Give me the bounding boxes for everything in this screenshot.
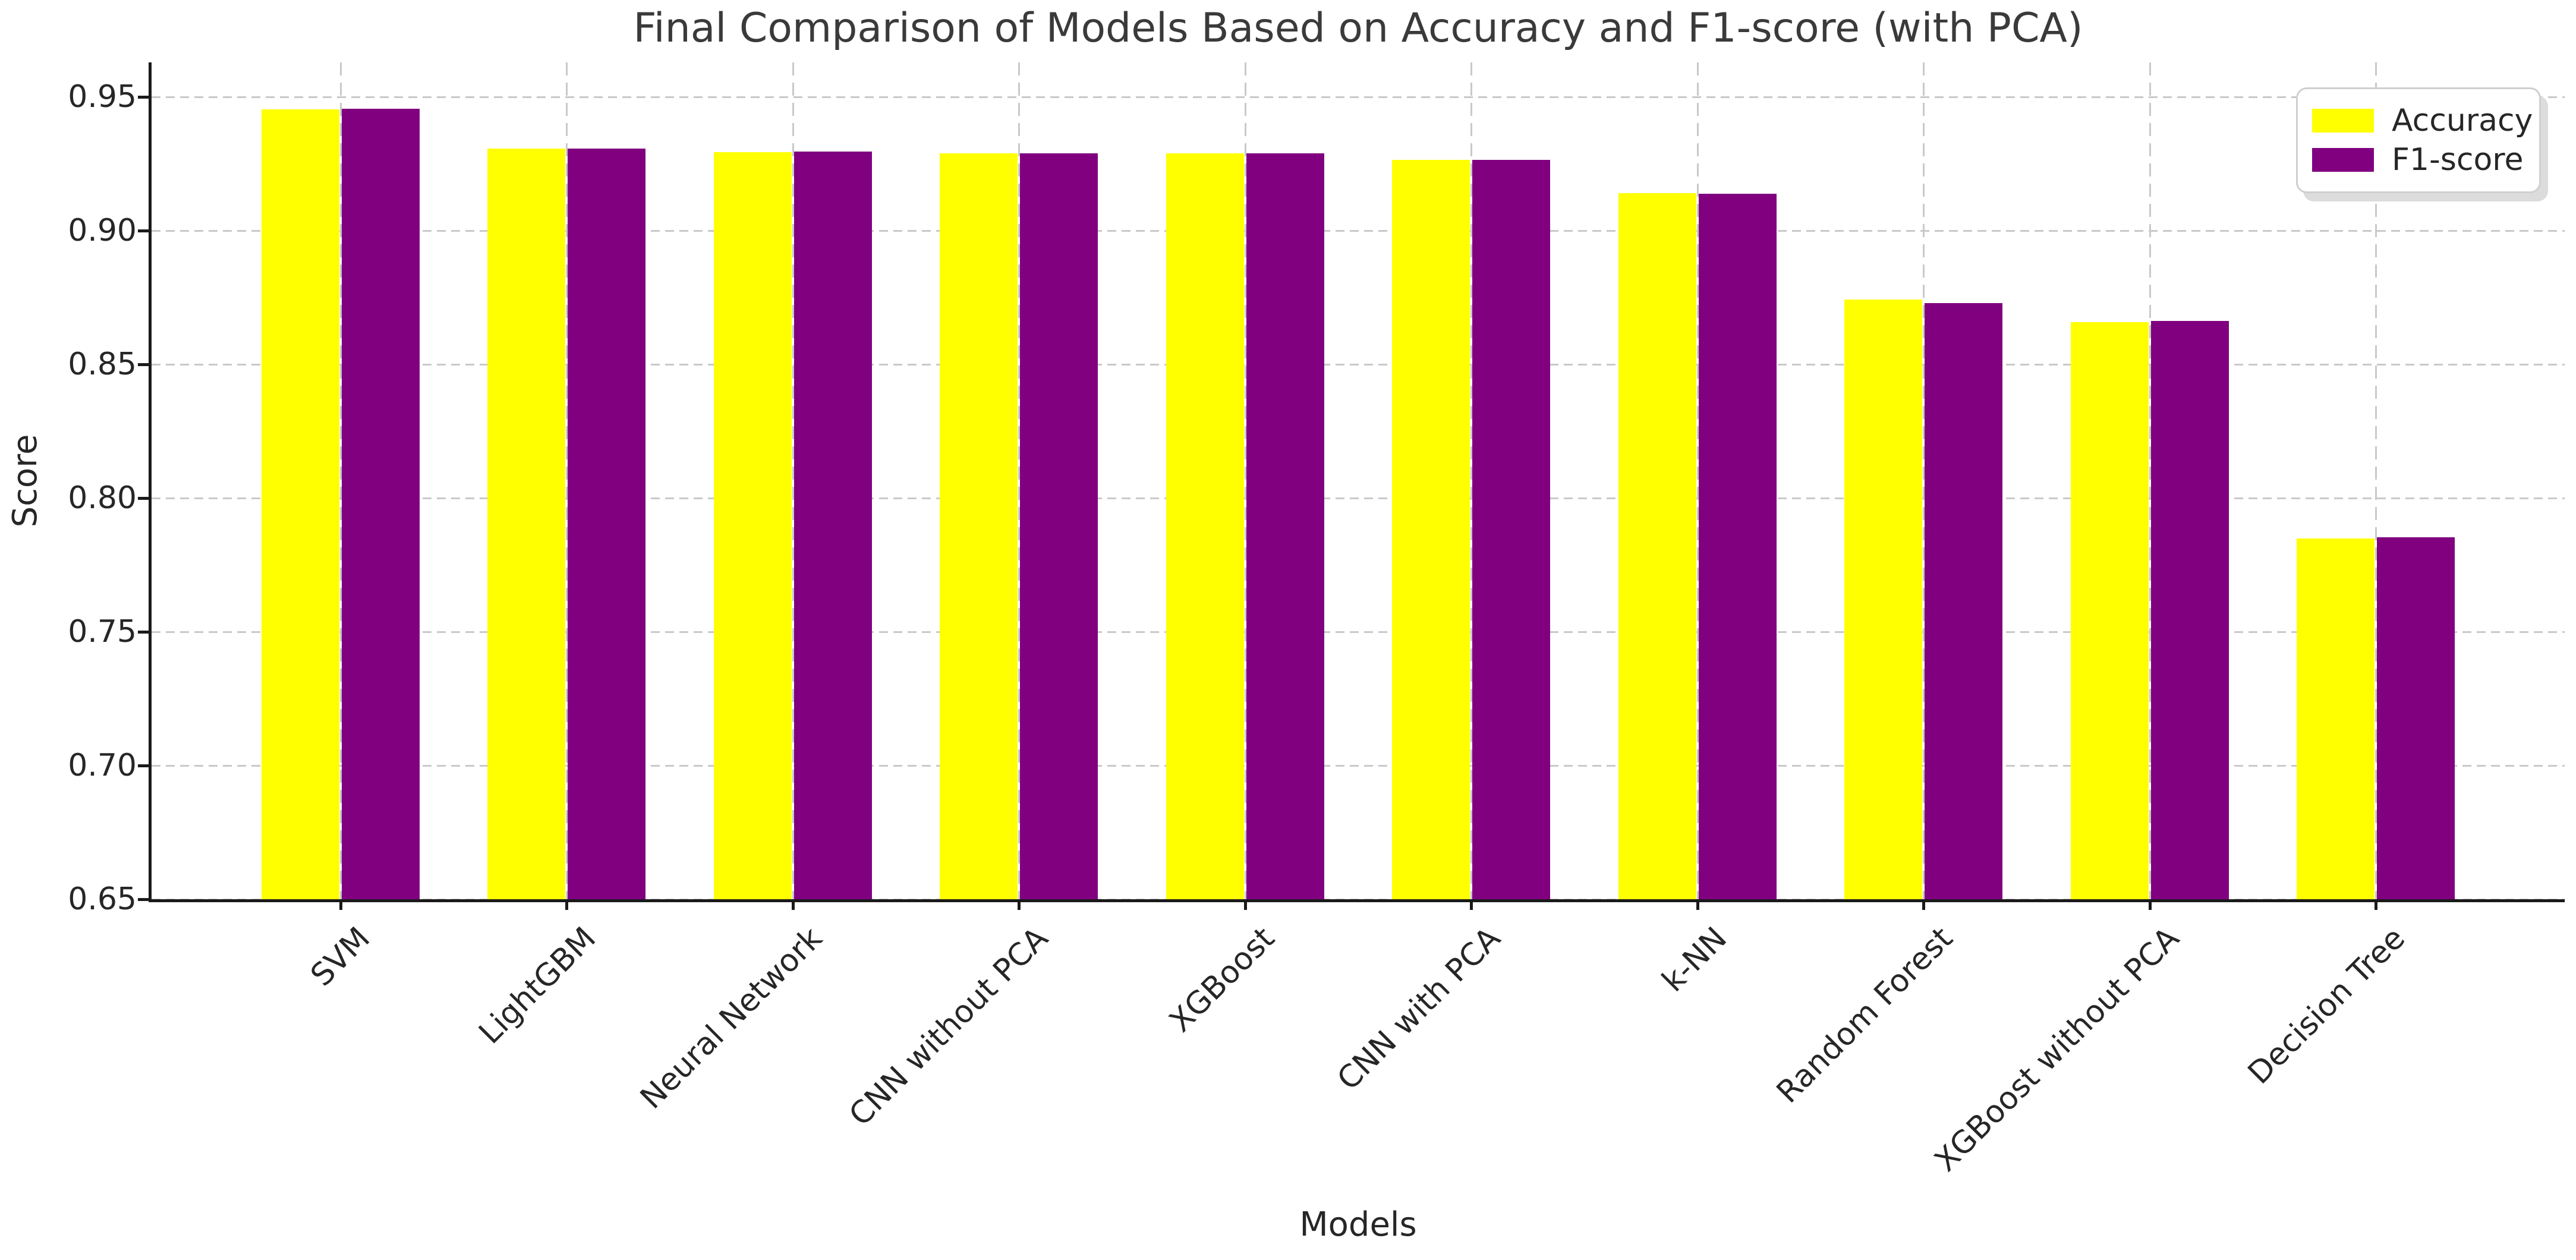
y-tick-label: 0.90 [68, 213, 137, 249]
y-tick-mark [138, 631, 149, 634]
bar-accuracy-random-forest [1844, 299, 1923, 899]
y-tick-mark [138, 363, 149, 367]
y-tick-mark [138, 229, 149, 233]
bar-accuracy-cnn-with-pca [1392, 160, 1470, 899]
y-tick-label: 0.95 [68, 79, 137, 115]
y-tick-label: 0.70 [68, 748, 137, 784]
v-gridline [2375, 62, 2377, 899]
bar-f1-score-xgboost-without-pca [2150, 321, 2229, 899]
x-tick-mark [565, 899, 569, 910]
bar-f1-score-random-forest [1925, 303, 2003, 899]
bar-accuracy-lightgbm [487, 149, 566, 899]
v-gridline [792, 62, 794, 899]
bar-f1-score-xgboost [1246, 153, 1324, 899]
legend: Accuracy F1-score [2296, 87, 2541, 193]
x-axis-label: Models [1299, 1205, 1417, 1244]
y-tick-mark [138, 497, 149, 500]
bar-accuracy-xgboost [1166, 153, 1244, 899]
y-tick-label: 0.65 [68, 881, 137, 917]
h-gridline [152, 364, 2565, 366]
y-tick-mark [138, 96, 149, 99]
bar-accuracy-xgboost-without-pca [2070, 322, 2149, 899]
y-tick-mark [138, 898, 149, 901]
x-tick-mark [1470, 899, 1473, 910]
bar-accuracy-svm [261, 109, 339, 899]
legend-label-accuracy: Accuracy [2392, 103, 2533, 138]
h-gridline [152, 765, 2565, 767]
legend-item-accuracy: Accuracy [2312, 101, 2533, 140]
v-gridline [1244, 62, 1246, 899]
v-gridline [1018, 62, 1021, 899]
x-tick-mark [1696, 899, 1699, 910]
y-tick-label: 0.75 [68, 614, 137, 650]
h-gridline [152, 497, 2565, 500]
y-axis-label: Score [6, 434, 45, 528]
bar-accuracy-k-nn [1618, 193, 1696, 899]
y-axis-spine [149, 62, 152, 902]
bar-accuracy-cnn-without-pca [940, 153, 1018, 899]
h-gridline [152, 230, 2565, 232]
x-tick-mark [1243, 899, 1247, 910]
x-tick-mark [791, 899, 795, 910]
x-axis-spine [149, 899, 2565, 902]
x-tick-mark [1922, 899, 1926, 910]
v-gridline [1696, 62, 1699, 899]
h-gridline [152, 631, 2565, 634]
v-gridline [2149, 62, 2151, 899]
y-tick-label: 0.80 [68, 480, 137, 516]
bar-accuracy-decision-tree [2297, 538, 2375, 899]
v-gridline [339, 62, 342, 899]
x-tick-mark [2375, 899, 2378, 910]
y-tick-mark [138, 764, 149, 768]
x-tick-mark [1018, 899, 1021, 910]
legend-label-f1: F1-score [2392, 142, 2524, 178]
f1-swatch-icon [2312, 148, 2374, 172]
bar-f1-score-svm [341, 109, 420, 899]
x-tick-mark [339, 899, 342, 910]
bar-accuracy-neural-network [713, 152, 792, 899]
v-gridline [1923, 62, 1925, 899]
h-gridline [152, 96, 2565, 99]
v-gridline [566, 62, 568, 899]
bar-f1-score-lightgbm [568, 148, 646, 899]
y-tick-label: 0.85 [68, 346, 137, 383]
bar-f1-score-cnn-without-pca [1020, 153, 1098, 899]
v-gridline [1470, 62, 1473, 899]
legend-item-f1: F1-score [2312, 140, 2525, 179]
chart-title: Final Comparison of Models Based on Accu… [633, 5, 2083, 52]
accuracy-swatch-icon [2312, 109, 2374, 133]
bar-f1-score-decision-tree [2377, 537, 2455, 899]
bar-f1-score-cnn-with-pca [1472, 159, 1551, 899]
bar-f1-score-neural-network [793, 151, 872, 899]
bar-f1-score-k-nn [1698, 194, 1777, 899]
x-tick-mark [2148, 899, 2152, 910]
